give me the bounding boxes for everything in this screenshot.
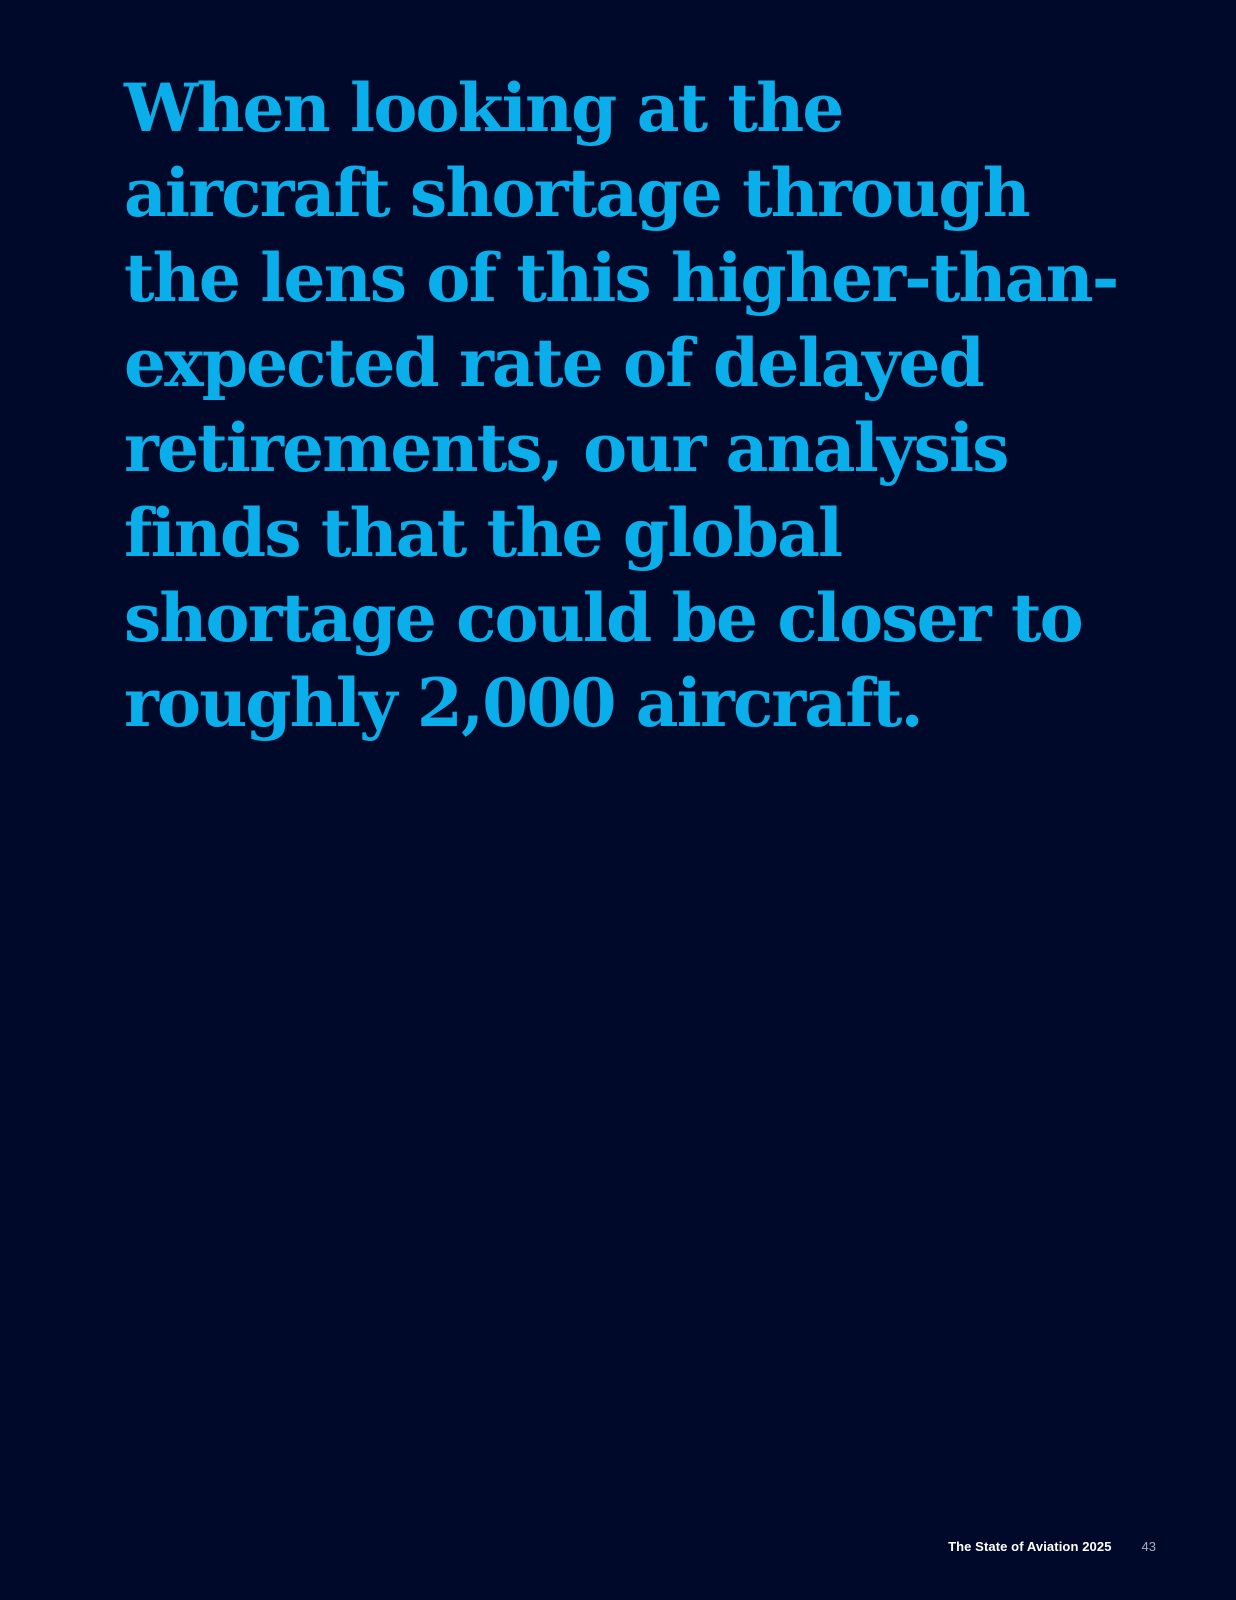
pull-quote-line: roughly 2,000 aircraft. — [124, 664, 924, 742]
pull-quote: When looking at the aircraft shortage th… — [124, 66, 1124, 746]
pull-quote-line: expected rate of delayed — [124, 324, 985, 402]
page-footer: The State of Aviation 2025 43 — [948, 1539, 1156, 1554]
pull-quote-line: retirements, our analysis — [124, 409, 1009, 487]
page-number: 43 — [1141, 1539, 1156, 1554]
pull-quote-line: the lens of this higher-than- — [124, 239, 1119, 317]
publication-title: The State of Aviation 2025 — [948, 1539, 1112, 1554]
pull-quote-line: shortage could be closer to — [124, 579, 1084, 657]
pull-quote-line: finds that the global — [124, 494, 843, 572]
pull-quote-line: aircraft shortage through — [124, 154, 1031, 232]
pull-quote-line: When looking at the — [124, 69, 844, 147]
